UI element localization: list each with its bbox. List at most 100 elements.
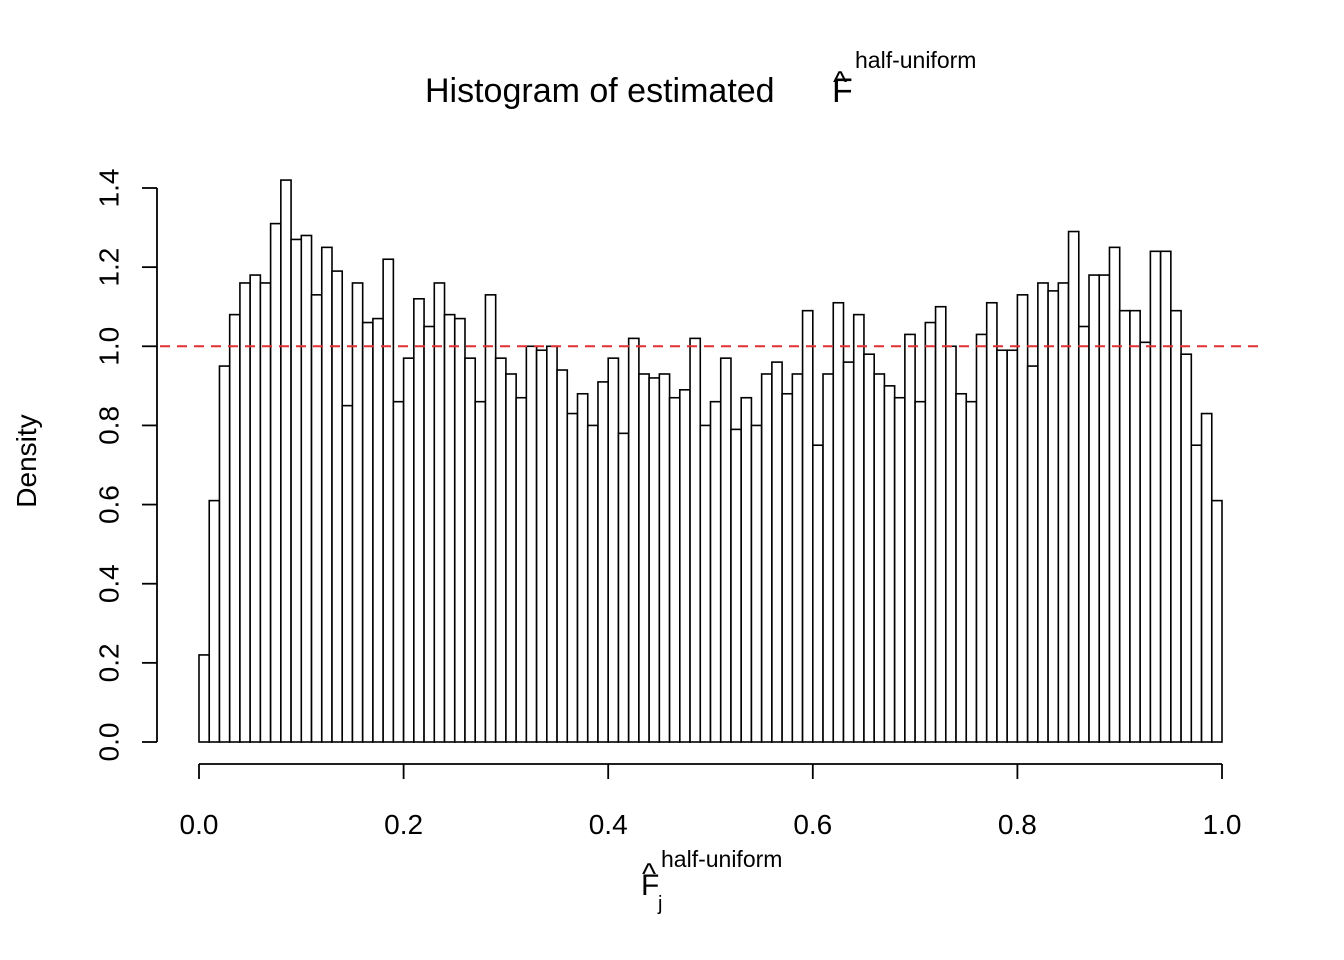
histogram-bar [269,222,282,743]
histogram-bar [1159,250,1172,743]
x-tick-label: 0.8 [998,809,1037,840]
x-axis-label-hat: ^ [642,858,656,891]
histogram-bar [689,337,702,743]
histogram-bar [760,373,773,743]
histogram-bar [811,444,824,743]
histogram-bar [1180,353,1193,743]
histogram-bar [1077,325,1090,743]
histogram-bar [668,396,681,743]
x-tick-label: 0.0 [180,809,219,840]
y-tick-label: 0.8 [93,406,124,445]
histogram-bar [1108,246,1121,743]
histogram-bar [208,499,221,743]
histogram-bar [423,325,436,743]
x-tick-label: 1.0 [1203,809,1242,840]
histogram-bar [586,424,599,743]
histogram-bars [198,179,1223,743]
histogram-bar [566,412,579,743]
histogram-bar [1088,274,1101,743]
chart-title-symbol: F [832,72,853,110]
chart-title-hat: ^ [833,66,847,99]
histogram-bar [1118,309,1131,743]
x-axis-label-subscript: j [657,893,662,915]
histogram-bar [453,317,466,743]
histogram-bar [1190,444,1203,743]
histogram-bar [638,373,650,743]
histogram-bar [904,333,916,743]
histogram-bar [351,282,364,743]
x-tick-label: 0.6 [793,809,832,840]
chart-title: Histogram of estimated F ^ half-uniform [425,47,976,110]
histogram-bar [607,357,620,743]
histogram-bar [392,400,405,743]
histogram-bar [863,353,875,743]
histogram-bar [985,301,998,743]
histogram-bar [750,424,763,743]
histogram-bar [924,321,937,743]
histogram-bar [801,309,814,743]
x-axis-label-symbol: F [641,869,659,902]
y-tick-label: 0.4 [93,564,124,603]
histogram-bar [883,385,896,743]
histogram-bar [341,404,354,743]
histogram-bar [382,258,395,743]
histogram-bar [781,392,794,743]
y-tick-label: 0.6 [93,485,124,524]
histogram-bar [546,345,558,743]
histogram-bar [852,313,865,743]
histogram-bar [719,357,732,743]
histogram-bar [1149,250,1162,743]
histogram-bar [617,432,630,743]
x-axis: 0.0 0.2 0.4 0.6 0.8 1.0 [180,763,1242,840]
histogram-bar [535,349,548,743]
histogram-bar [1037,282,1049,743]
histogram-bar [965,400,978,743]
histogram-bar [1016,294,1029,743]
histogram-bar [1098,274,1111,743]
histogram-bar [198,654,211,743]
x-tick-label: 0.2 [384,809,423,840]
histogram-bar [1067,230,1080,743]
histogram-bar [944,345,957,743]
x-axis-label-superscript: half-uniform [661,846,782,872]
histogram-bar [474,400,487,743]
y-tick-label: 0.0 [93,723,124,762]
histogram-bar [228,313,241,743]
y-tick-label: 1.2 [93,248,124,287]
histogram-bar [975,333,988,743]
histogram-bar [280,179,292,743]
histogram-bar [413,297,425,743]
histogram-bar [1170,309,1182,743]
histogram-bar [996,349,1008,743]
y-tick-label: 0.2 [93,643,124,682]
histogram-bar [1200,412,1213,743]
histogram-bar [699,424,712,743]
histogram-bar [331,270,344,743]
histogram-bar [433,282,446,743]
histogram-bar [361,321,374,743]
histogram-bar [709,400,722,743]
histogram-bar [914,400,927,743]
histogram-bar [372,317,384,743]
histogram-bar [556,369,569,743]
histogram-bar [658,373,671,743]
histogram-bar [290,238,303,743]
histogram-bar [1057,282,1070,743]
y-tick-label: 1.4 [93,169,124,208]
histogram-bar [402,357,415,743]
histogram-bar [934,305,947,743]
y-tick-label: 1.0 [93,327,124,366]
histogram-bar [791,373,804,743]
histogram-bar [1047,290,1060,743]
histogram-bar [1139,341,1152,743]
histogram-bar [259,282,272,743]
histogram-bar [771,361,783,743]
histogram-bar [1210,499,1223,743]
histogram-bar [525,345,538,743]
histogram-bar [679,389,691,743]
histogram-bar [576,392,589,743]
histogram-bar [249,274,262,743]
histogram-bar [505,373,517,743]
chart-title-superscript: half-uniform [855,47,976,73]
